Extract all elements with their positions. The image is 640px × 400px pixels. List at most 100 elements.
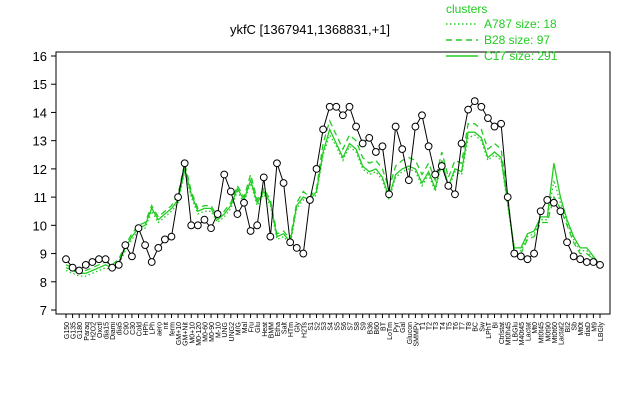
data-point xyxy=(114,260,123,269)
data-point xyxy=(207,224,215,233)
points-layer xyxy=(62,97,604,275)
y-tick-label: 9 xyxy=(40,247,47,262)
data-point xyxy=(556,207,565,216)
data-point xyxy=(398,145,407,154)
data-point xyxy=(371,148,380,156)
data-point xyxy=(404,176,413,185)
data-point xyxy=(68,263,77,272)
chart-title: ykfC [1367941,1368831,+1] xyxy=(230,22,390,37)
data-point xyxy=(226,187,235,196)
data-point xyxy=(279,179,288,187)
data-point xyxy=(81,260,90,269)
data-point xyxy=(273,159,281,168)
x-tick-label: S6 xyxy=(341,322,348,331)
x-tick-label: T8 xyxy=(466,322,473,330)
data-point xyxy=(240,198,248,207)
x-tick-label: Mt0t60 xyxy=(552,322,559,344)
y-tick-label: 10 xyxy=(33,218,47,233)
legend-title: clusters xyxy=(446,2,487,16)
data-point xyxy=(95,255,103,264)
data-point xyxy=(299,249,308,258)
x-tick-label: Paraq xyxy=(84,322,91,341)
x-tick-label: M-10 xyxy=(216,322,223,338)
data-point xyxy=(497,119,506,128)
y-tick-label: 11 xyxy=(34,190,48,205)
data-point xyxy=(365,133,374,142)
y-tick-label: 12 xyxy=(33,162,47,177)
data-point xyxy=(464,105,473,114)
x-tick-label: Cold xyxy=(137,322,144,337)
series-layer xyxy=(65,100,601,277)
data-point xyxy=(536,207,545,216)
data-point xyxy=(484,114,492,122)
x-tick-label: GM+Nit xyxy=(183,322,190,346)
x-tick-label: S7 xyxy=(347,322,354,331)
x-tick-label: S2 xyxy=(315,322,322,331)
x-tick-label: S3 xyxy=(321,322,328,331)
y-tick-label: 7 xyxy=(40,303,47,318)
data-point xyxy=(582,258,591,266)
x-tick-label: C90 xyxy=(123,322,130,335)
data-point xyxy=(286,238,295,247)
plot-frame xyxy=(55,51,611,315)
data-point xyxy=(576,255,585,264)
x-tick-label: G135 xyxy=(71,322,78,339)
y-axis: 7 8 9 10 11 12 13 14 15 16 xyxy=(33,49,56,318)
data-point xyxy=(451,190,459,199)
x-tick-label: Lactat xyxy=(525,322,532,341)
x-tick-label: M9 xyxy=(591,322,598,332)
x-tick-label: LoTm xyxy=(387,322,394,340)
x-tick-label: Etha xyxy=(275,322,282,337)
x-tick-label: M0t90 xyxy=(545,322,552,342)
data-point xyxy=(596,260,604,269)
data-point xyxy=(128,252,136,261)
y-tick-label: 8 xyxy=(40,275,47,290)
data-point xyxy=(174,193,182,202)
data-point xyxy=(530,249,538,258)
x-tick-label: T6 xyxy=(453,322,460,330)
data-point xyxy=(108,263,117,272)
x-tick-label: B60 xyxy=(374,322,381,335)
series-line-solid xyxy=(65,127,601,274)
data-point xyxy=(510,249,519,258)
x-tick-label: B36 xyxy=(367,322,374,335)
data-point xyxy=(62,255,70,264)
data-point xyxy=(101,255,110,264)
data-point xyxy=(147,258,156,266)
x-axis: G150 G135 G180 Paraq H2O2 Oxctl dia15 Diami dia5… xyxy=(64,314,605,347)
x-tick-label: Fru xyxy=(249,322,256,333)
data-point xyxy=(589,258,598,266)
data-point xyxy=(233,210,242,218)
x-tick-label: Gly xyxy=(295,322,302,333)
x-tick-label: H2O2 xyxy=(90,322,97,340)
data-point xyxy=(325,102,334,111)
x-tick-label: Lactat2 xyxy=(558,322,565,345)
x-tick-label: Pyr xyxy=(394,321,401,332)
data-point xyxy=(437,162,446,170)
data-point xyxy=(253,221,262,230)
data-point xyxy=(523,255,532,264)
x-tick-label: M40t45 xyxy=(519,322,526,345)
x-tick-label: Mt0h45 xyxy=(506,322,513,345)
data-point xyxy=(418,111,426,120)
data-point xyxy=(378,142,387,151)
data-point xyxy=(160,235,169,244)
data-point xyxy=(549,198,558,207)
legend-entry-label: A787 size: 18 xyxy=(484,17,557,31)
x-tick-label: T7 xyxy=(460,322,467,330)
x-tick-label: LBGlu xyxy=(512,322,519,342)
x-tick-label: T2 xyxy=(427,322,434,330)
legend-entry-label: C17 size: 291 xyxy=(484,49,558,63)
x-tick-label: LBGly xyxy=(598,322,605,342)
x-tick-label: BC xyxy=(473,322,480,332)
x-tick-label: dia5 xyxy=(117,322,124,335)
data-point xyxy=(431,170,440,179)
data-point xyxy=(391,122,400,131)
x-tick-label: Heat xyxy=(262,322,269,337)
data-point xyxy=(213,210,222,218)
data-point xyxy=(292,244,301,252)
data-point xyxy=(424,142,433,151)
data-point xyxy=(141,241,150,249)
x-tick-label: BMM xyxy=(268,322,275,339)
x-tick-label: Mt0t45 xyxy=(539,322,546,344)
